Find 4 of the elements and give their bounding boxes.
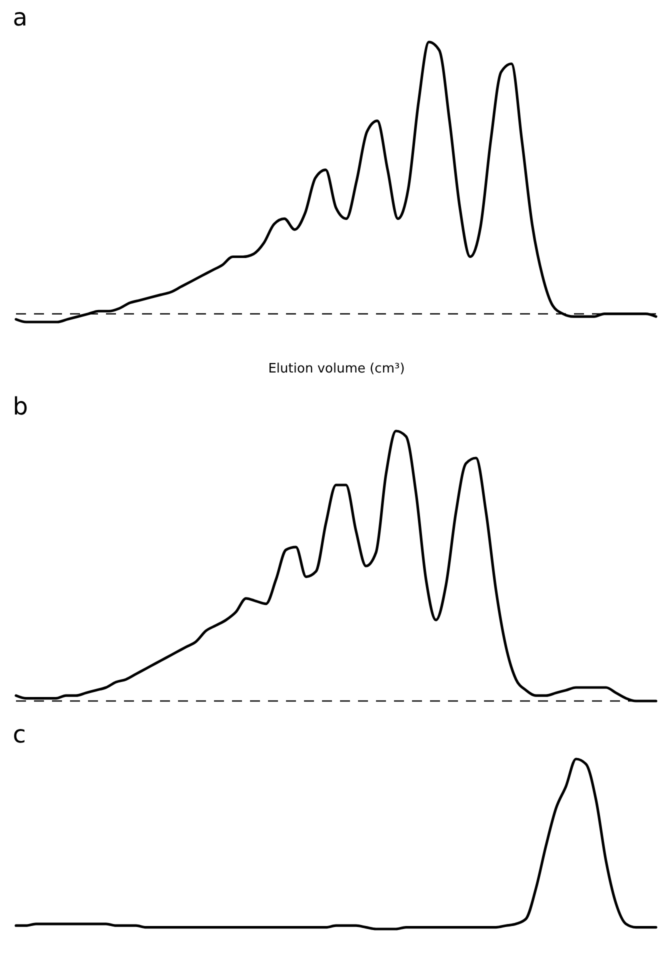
chart-title: a [12,4,28,32]
chart-title: b [12,392,28,421]
chart-title: c [12,720,26,749]
x-axis-title: Elution volume (cm³) [268,362,405,376]
